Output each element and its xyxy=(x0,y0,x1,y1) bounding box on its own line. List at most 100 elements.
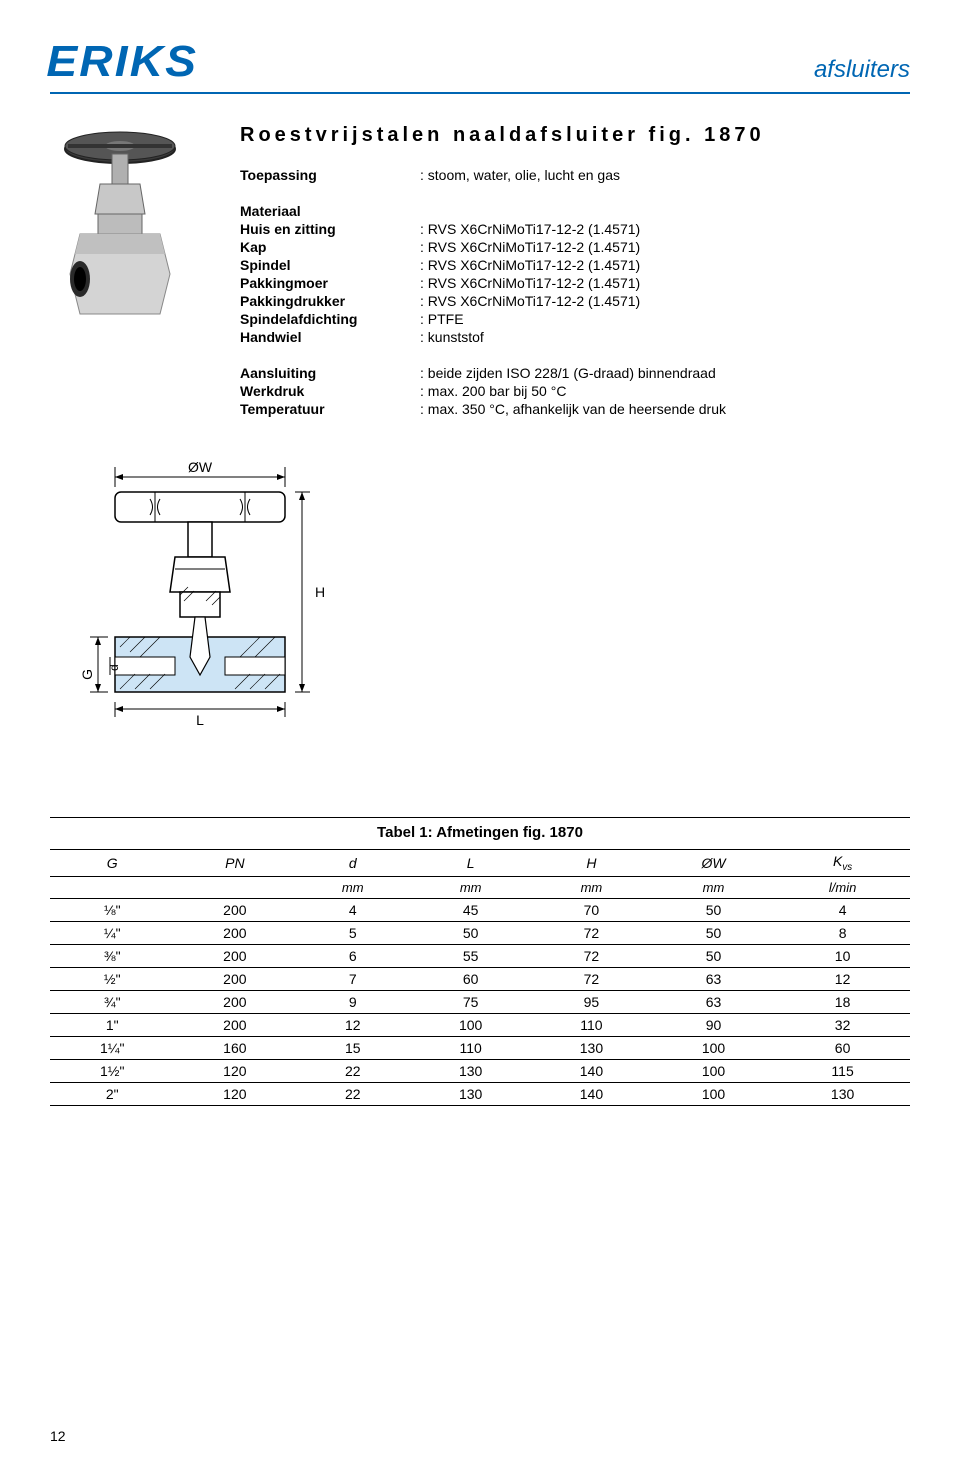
col-header: G xyxy=(50,850,174,877)
spec-label: Spindelafdichting xyxy=(240,311,420,327)
table-cell: 8 xyxy=(775,921,910,944)
table-row: ¼"20055072508 xyxy=(50,921,910,944)
table-cell: 110 xyxy=(410,1036,531,1059)
unit-cell xyxy=(174,876,295,898)
col-header: PN xyxy=(174,850,295,877)
table-cell: 100 xyxy=(410,1013,531,1036)
table-cell: 1¼" xyxy=(50,1036,174,1059)
spec-value: : kunststof xyxy=(420,329,910,345)
table-cell: 15 xyxy=(295,1036,410,1059)
table-cell: 160 xyxy=(174,1036,295,1059)
table-cell: ½" xyxy=(50,967,174,990)
table-cell: 6 xyxy=(295,944,410,967)
table-unit-row: mm mm mm mm l/min xyxy=(50,876,910,898)
table-cell: 130 xyxy=(531,1036,652,1059)
table-cell: 4 xyxy=(295,898,410,921)
col-header: L xyxy=(410,850,531,877)
spec-value: : beide zijden ISO 228/1 (G-draad) binne… xyxy=(420,365,910,381)
spec-label: Huis en zitting xyxy=(240,221,420,237)
table-cell: 140 xyxy=(531,1082,652,1105)
page-header: ERIKS afsluiters xyxy=(50,40,910,94)
table-cell: 10 xyxy=(775,944,910,967)
dimensions-table: G PN d L H ØW Kvs mm mm mm mm l/min xyxy=(50,849,910,1106)
table-cell: 75 xyxy=(410,990,531,1013)
table-cell: 50 xyxy=(652,944,775,967)
dim-label-ow: ØW xyxy=(188,459,213,475)
spec-value: : PTFE xyxy=(420,311,910,327)
table-cell: 2" xyxy=(50,1082,174,1105)
unit-cell: mm xyxy=(531,876,652,898)
spec-label: Pakkingdrukker xyxy=(240,293,420,309)
spec-value: : RVS X6CrNiMoTi17-12-2 (1.4571) xyxy=(420,293,910,309)
dim-label-g: G xyxy=(80,669,95,680)
table-cell: 200 xyxy=(174,921,295,944)
spec-value: : max. 350 °C, afhankelijk van de heerse… xyxy=(420,401,910,417)
table-row: ⅜"200655725010 xyxy=(50,944,910,967)
table-cell: ¾" xyxy=(50,990,174,1013)
unit-cell: mm xyxy=(652,876,775,898)
dim-label-d: d xyxy=(107,664,121,671)
table-cell: 55 xyxy=(410,944,531,967)
table-cell: 1" xyxy=(50,1013,174,1036)
table-cell: 32 xyxy=(775,1013,910,1036)
spec-table: Toepassing : stoom, water, olie, lucht e… xyxy=(240,167,910,417)
table-cell: 110 xyxy=(531,1013,652,1036)
table-cell: 45 xyxy=(410,898,531,921)
table-cell: 130 xyxy=(775,1082,910,1105)
table-cell: 200 xyxy=(174,990,295,1013)
product-photo xyxy=(50,124,210,417)
table-cell: 18 xyxy=(775,990,910,1013)
table-cell: 72 xyxy=(531,921,652,944)
table-cell: 72 xyxy=(531,967,652,990)
table-cell: 50 xyxy=(652,921,775,944)
table-cell: 100 xyxy=(652,1059,775,1082)
spec-label: Pakkingmoer xyxy=(240,275,420,291)
table-cell: 5 xyxy=(295,921,410,944)
spec-label: Toepassing xyxy=(240,167,420,183)
table-row: 2"12022130140100130 xyxy=(50,1082,910,1105)
table-cell: 60 xyxy=(775,1036,910,1059)
table-cell: 95 xyxy=(531,990,652,1013)
col-header: Kvs xyxy=(775,850,910,877)
table-cell: 1½" xyxy=(50,1059,174,1082)
table-row: 1¼"1601511013010060 xyxy=(50,1036,910,1059)
col-header: d xyxy=(295,850,410,877)
table-row: 1"200121001109032 xyxy=(50,1013,910,1036)
unit-cell xyxy=(50,876,174,898)
table-cell: 100 xyxy=(652,1082,775,1105)
table-cell: 60 xyxy=(410,967,531,990)
table-cell: 100 xyxy=(652,1036,775,1059)
table-cell: 200 xyxy=(174,898,295,921)
col-header: H xyxy=(531,850,652,877)
table-row: ½"200760726312 xyxy=(50,967,910,990)
table-cell: 7 xyxy=(295,967,410,990)
spec-label: Kap xyxy=(240,239,420,255)
unit-cell: mm xyxy=(295,876,410,898)
table-cell: ¼" xyxy=(50,921,174,944)
spec-label: Werkdruk xyxy=(240,383,420,399)
product-title: Roestvrijstalen naaldafsluiter fig. 1870 xyxy=(240,124,910,147)
dimensions-table-section: Tabel 1: Afmetingen fig. 1870 G PN d L H… xyxy=(50,817,910,1106)
page-number: 12 xyxy=(50,1428,66,1444)
spec-value: : RVS X6CrNiMoTi17-12-2 (1.4571) xyxy=(420,257,910,273)
unit-cell: l/min xyxy=(775,876,910,898)
spec-value: : RVS X6CrNiMoTi17-12-2 (1.4571) xyxy=(420,221,910,237)
table-cell: 50 xyxy=(652,898,775,921)
spec-value: : stoom, water, olie, lucht en gas xyxy=(420,167,910,183)
spec-section-header: Materiaal xyxy=(240,203,910,219)
dim-label-h: H xyxy=(315,584,325,600)
table-cell: 63 xyxy=(652,967,775,990)
header-category: afsluiters xyxy=(814,56,910,84)
spec-label: Handwiel xyxy=(240,329,420,345)
table-cell: 4 xyxy=(775,898,910,921)
table-cell: 12 xyxy=(775,967,910,990)
table-cell: ⅛" xyxy=(50,898,174,921)
table-cell: 72 xyxy=(531,944,652,967)
spec-label: Aansluiting xyxy=(240,365,420,381)
spec-value: : RVS X6CrNiMoTi17-12-2 (1.4571) xyxy=(420,239,910,255)
table-cell: 70 xyxy=(531,898,652,921)
spec-label: Spindel xyxy=(240,257,420,273)
table-cell: 130 xyxy=(410,1059,531,1082)
table-cell: 115 xyxy=(775,1059,910,1082)
spec-label: Temperatuur xyxy=(240,401,420,417)
